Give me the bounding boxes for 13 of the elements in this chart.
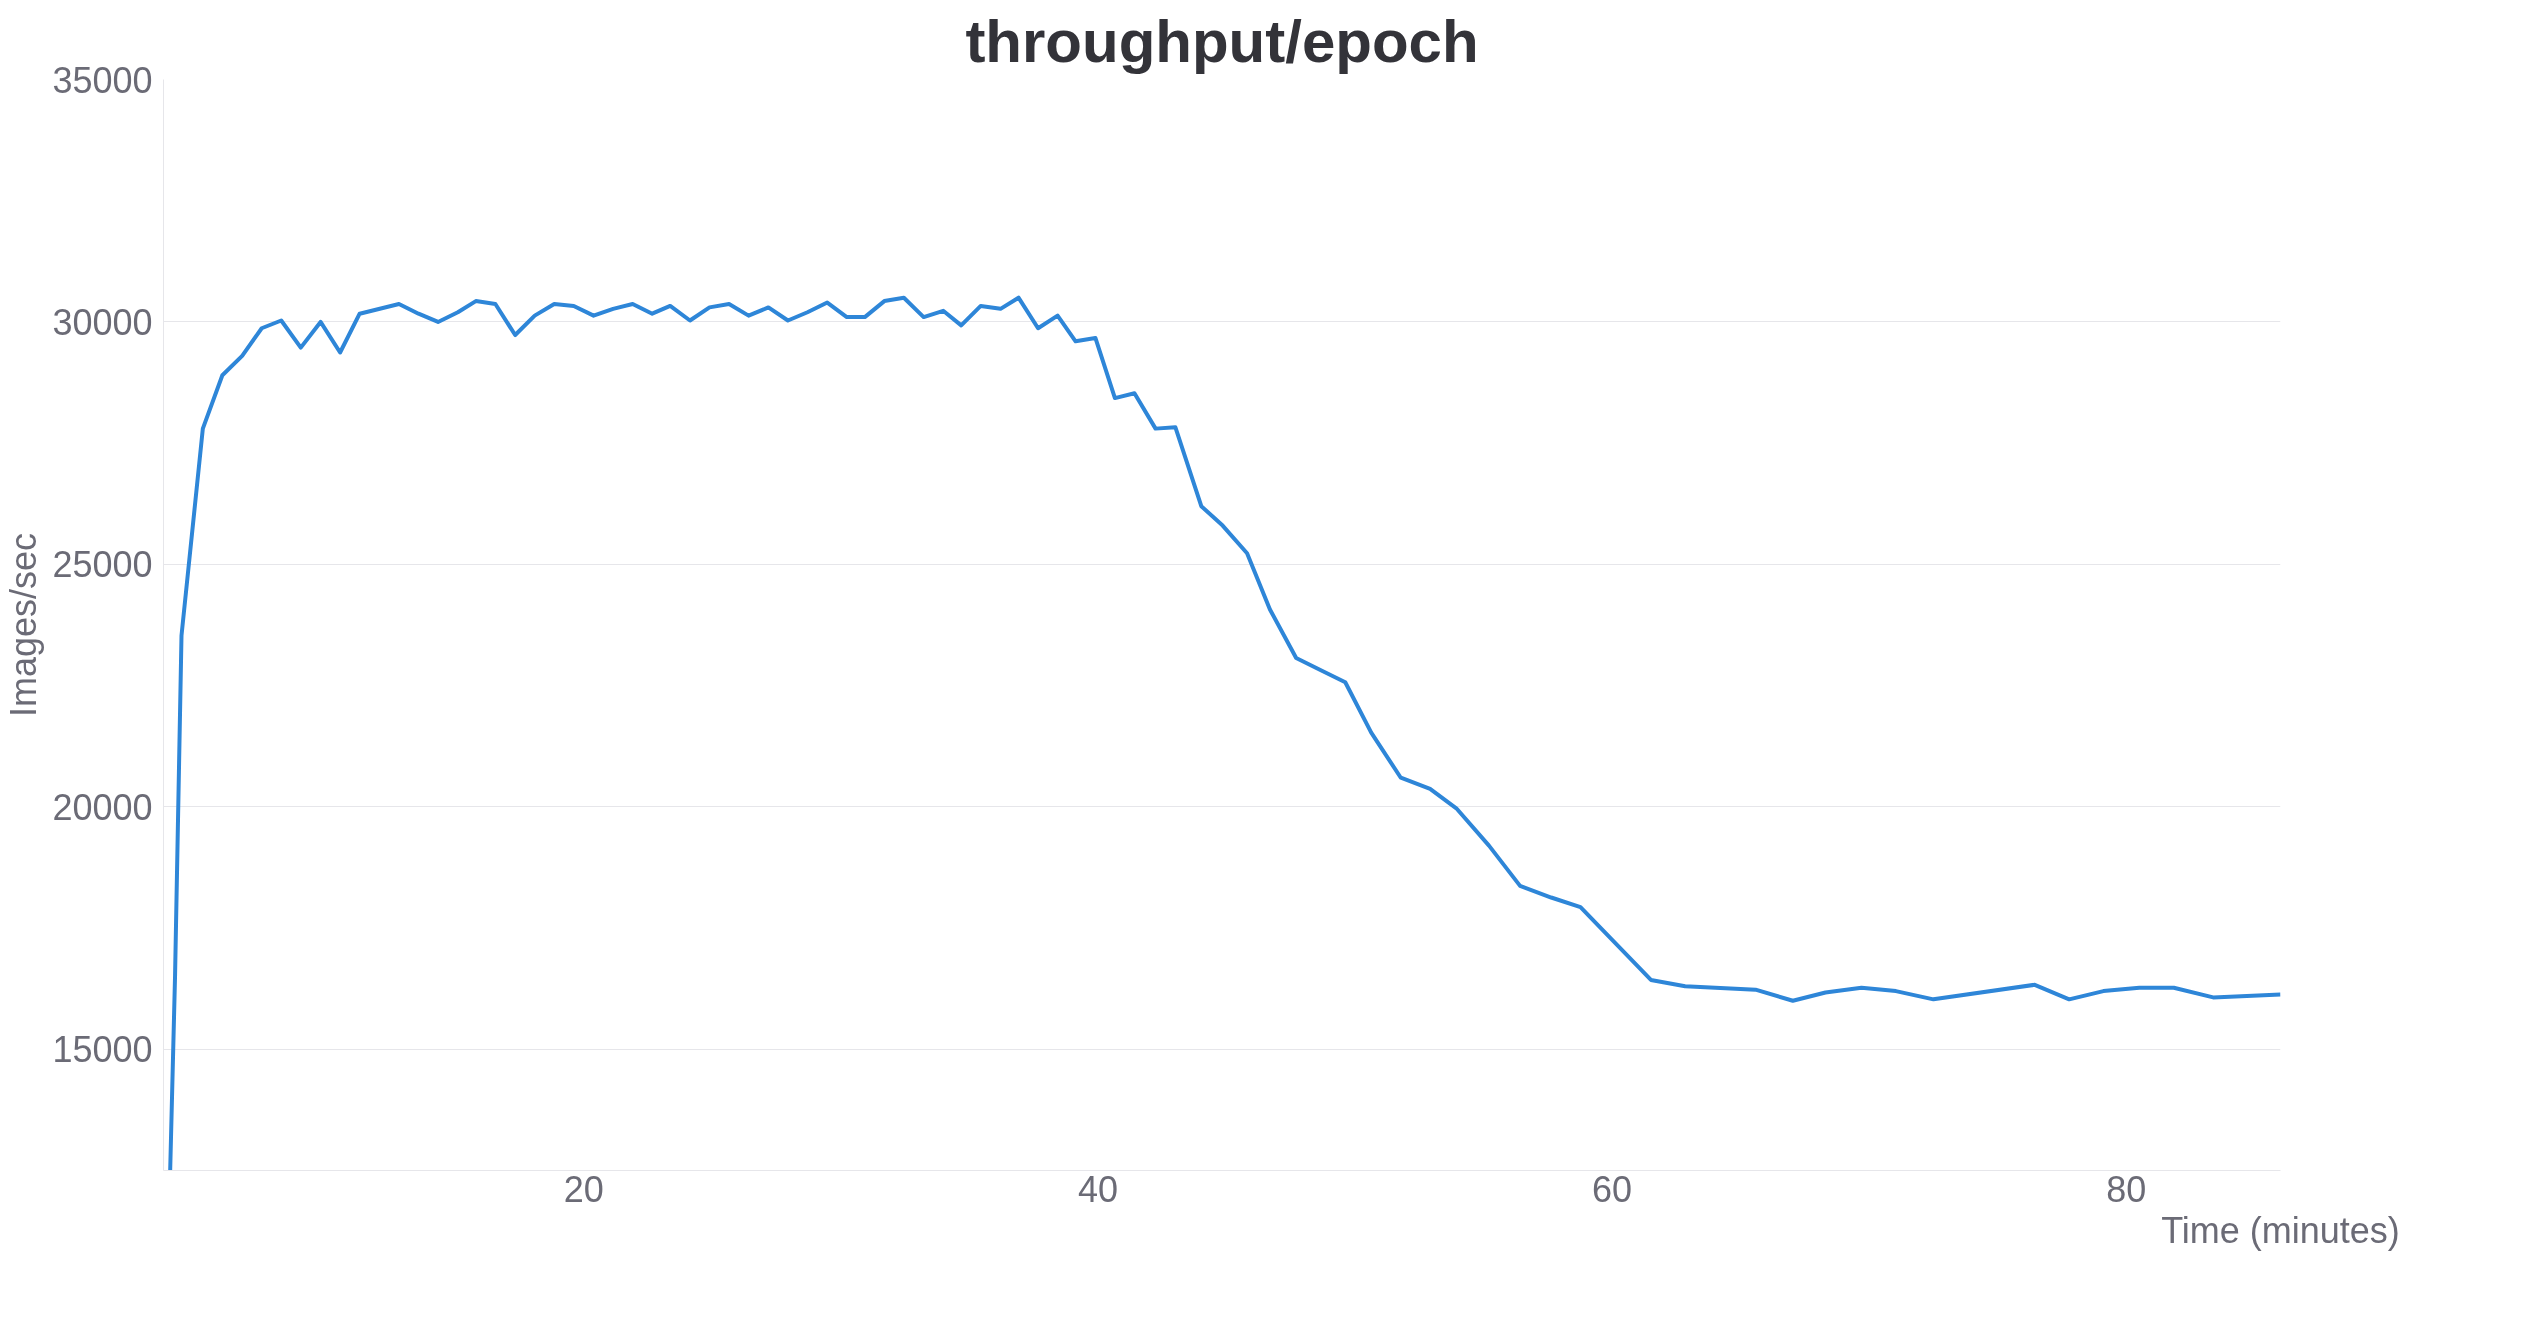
y-tick-label: 20000	[52, 786, 153, 828]
line-series	[168, 295, 2281, 1171]
x-tick-label: 20	[563, 1168, 604, 1210]
x-tick-label: 80	[2106, 1168, 2147, 1210]
y-tick-label: 35000	[52, 59, 153, 101]
y-tick-label: 30000	[52, 301, 153, 343]
x-tick-label: 40	[1077, 1168, 1118, 1210]
y-tick-label: 15000	[52, 1029, 153, 1071]
chart-title: throughput/epoch	[965, 7, 1479, 75]
x-tick-label: 60	[1592, 1168, 1633, 1210]
x-axis-title: Time (minutes)	[2161, 1209, 2400, 1251]
y-tick-label: 25000	[52, 544, 153, 586]
y-axis-title: Images/sec	[3, 532, 45, 718]
